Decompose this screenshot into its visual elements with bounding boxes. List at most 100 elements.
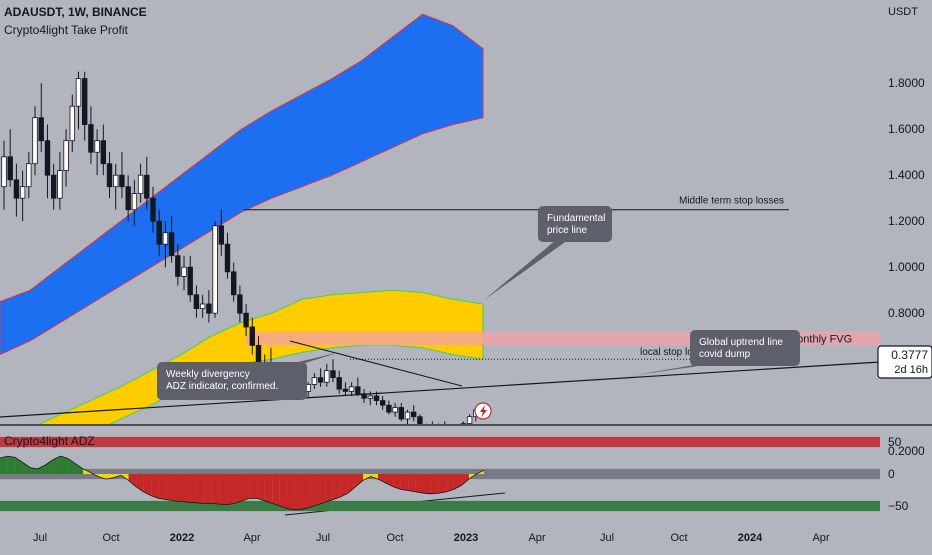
osc-segment	[173, 474, 182, 502]
fundamental-callout-pointer	[484, 240, 568, 300]
y-tick-label: 0.8000	[888, 306, 925, 320]
candle	[156, 209, 162, 256]
candle-body	[187, 266, 193, 296]
candle	[417, 414, 423, 424]
currency-label: USDT	[888, 6, 918, 18]
divergency-callout-text: ADZ indicator, confirmed.	[166, 381, 278, 392]
candle	[26, 152, 32, 199]
candle	[330, 359, 336, 383]
candle	[466, 414, 473, 424]
symbol-line: ADAUSDT, 1W, BINANCE	[4, 5, 147, 19]
candle	[431, 421, 433, 424]
candle-body	[38, 117, 44, 142]
candle	[131, 179, 138, 226]
osc-segment	[234, 474, 242, 504]
candle-body	[7, 156, 13, 181]
candle-body	[162, 232, 169, 245]
candle	[249, 317, 255, 355]
candle-body	[51, 174, 57, 199]
x-tick-label: 2024	[738, 532, 763, 544]
fundamental-callout-box	[538, 206, 612, 242]
monthly-fvg-label: Monthly FVG	[788, 334, 852, 346]
x-tick-label: Oct	[102, 532, 119, 544]
candle-body	[156, 220, 162, 245]
candle-body	[410, 411, 417, 418]
osc-segment	[128, 474, 137, 487]
osc-segment	[355, 474, 363, 487]
candle-body	[330, 370, 336, 379]
x-tick-label: 2022	[170, 532, 194, 544]
osc-lower-band	[0, 500, 880, 512]
candle-body	[94, 140, 100, 153]
indicator-main-label[interactable]: Crypto4light Take Profit	[4, 23, 128, 37]
local-stop-label: local stop losses	[640, 347, 713, 358]
candle	[311, 373, 318, 390]
candle	[324, 363, 330, 387]
candle	[379, 396, 386, 410]
candle	[106, 152, 113, 199]
candle	[404, 409, 411, 424]
candle-body	[224, 243, 231, 273]
middle-term-stop-label: Middle term stop losses	[679, 196, 784, 207]
candle-body	[404, 411, 411, 420]
candle-body	[436, 426, 441, 428]
candle-body	[44, 140, 51, 176]
osc-segment	[340, 474, 348, 497]
candle-body	[57, 170, 63, 199]
price-badge: 0.3777 2d 16h	[877, 345, 932, 379]
x-tick-label: Apr	[528, 532, 545, 544]
candle	[88, 106, 94, 164]
candle	[150, 186, 156, 233]
osc-segment	[30, 467, 38, 474]
candle-body	[379, 400, 386, 406]
x-tick-label: Oct	[386, 532, 403, 544]
osc-segment	[98, 474, 106, 480]
candle	[237, 285, 243, 323]
osc-segment	[347, 474, 356, 494]
candle-body	[361, 393, 367, 399]
indicator-sub-label[interactable]: Crypto4light ADZ	[4, 434, 95, 448]
candle-body	[218, 225, 224, 245]
osc-segment	[60, 456, 69, 474]
candle-body	[417, 416, 423, 424]
candle-body	[131, 193, 138, 211]
candle	[125, 175, 131, 222]
candle	[348, 382, 355, 396]
osc-segment	[302, 474, 311, 510]
candle-body	[150, 197, 156, 222]
osc-segment	[158, 474, 167, 500]
candle-body	[193, 294, 200, 309]
candle-body	[212, 225, 218, 314]
candle	[82, 71, 88, 141]
osc-segment	[249, 474, 258, 499]
fundamental-callout-text: price line	[547, 225, 587, 236]
osc-tick-label: 0	[888, 467, 895, 481]
divergency-callout-box	[157, 362, 307, 400]
osc-segment	[287, 474, 295, 510]
candle-body	[336, 377, 342, 390]
candle-body	[137, 174, 144, 194]
candle	[355, 377, 361, 396]
x-tick-label: Apr	[243, 532, 260, 544]
candle	[224, 232, 231, 279]
symbol-title: ADAUSDT, 1W, BINANCE	[4, 5, 147, 19]
osc-segment	[370, 474, 379, 480]
candle	[317, 368, 324, 387]
candle-body	[75, 78, 82, 107]
candle	[187, 255, 193, 302]
candle	[460, 421, 467, 424]
candle	[367, 391, 373, 406]
candle-body	[348, 386, 355, 392]
candle-body	[100, 140, 106, 165]
x-tick-label: 2023	[454, 532, 478, 544]
candle-body	[449, 428, 454, 437]
candle	[181, 255, 187, 291]
price-axis: 1.80001.60001.40001.20001.00000.80000.60…	[888, 76, 925, 458]
candle-body	[144, 174, 150, 199]
candle	[342, 382, 349, 396]
candle	[144, 156, 150, 210]
candle-body	[26, 163, 32, 188]
osc-segment	[310, 474, 318, 508]
osc-segment	[45, 459, 53, 474]
